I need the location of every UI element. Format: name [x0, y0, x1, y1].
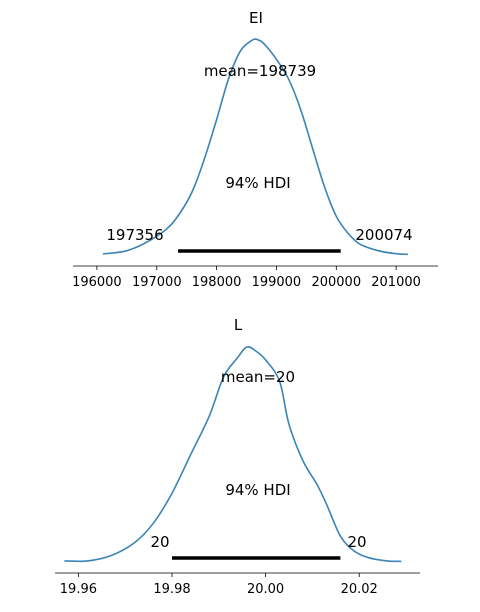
- x-tick-label: 201000: [371, 275, 421, 290]
- plot-title: L: [234, 316, 243, 334]
- hdi-label: 94% HDI: [225, 174, 290, 192]
- x-tick-label: 198000: [192, 275, 242, 290]
- plot-title: EI: [249, 9, 263, 27]
- hdi-low-label: 197356: [106, 226, 163, 244]
- x-tick-label: 199000: [252, 275, 302, 290]
- x-tick-label: 20.00: [247, 582, 284, 597]
- x-tick-label: 20.02: [341, 582, 378, 597]
- mean-label: mean=198739: [204, 62, 316, 80]
- x-tick-label: 19.96: [60, 582, 97, 597]
- mean-label: mean=20: [221, 368, 295, 386]
- posterior-plot-l: L mean=20 94% HDI 20 20 19.96 19.98 20.00 2…: [55, 316, 420, 597]
- x-tick-label: 19.98: [153, 582, 190, 597]
- density-curve: [102, 38, 409, 256]
- x-tick-label: 200000: [311, 275, 361, 290]
- density-curve: [64, 345, 402, 563]
- x-tick-label: 197000: [132, 275, 182, 290]
- hdi-label: 94% HDI: [225, 481, 290, 499]
- hdi-high-label: 200074: [355, 226, 412, 244]
- x-tick-label: 196000: [72, 275, 122, 290]
- posterior-plot-ei: EI mean=198739 94% HDI 197356 200074 196…: [72, 9, 438, 290]
- hdi-low-label: 20: [150, 533, 169, 551]
- hdi-high-label: 20: [347, 533, 366, 551]
